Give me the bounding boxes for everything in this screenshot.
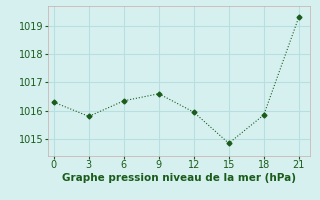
X-axis label: Graphe pression niveau de la mer (hPa): Graphe pression niveau de la mer (hPa) bbox=[62, 173, 296, 183]
